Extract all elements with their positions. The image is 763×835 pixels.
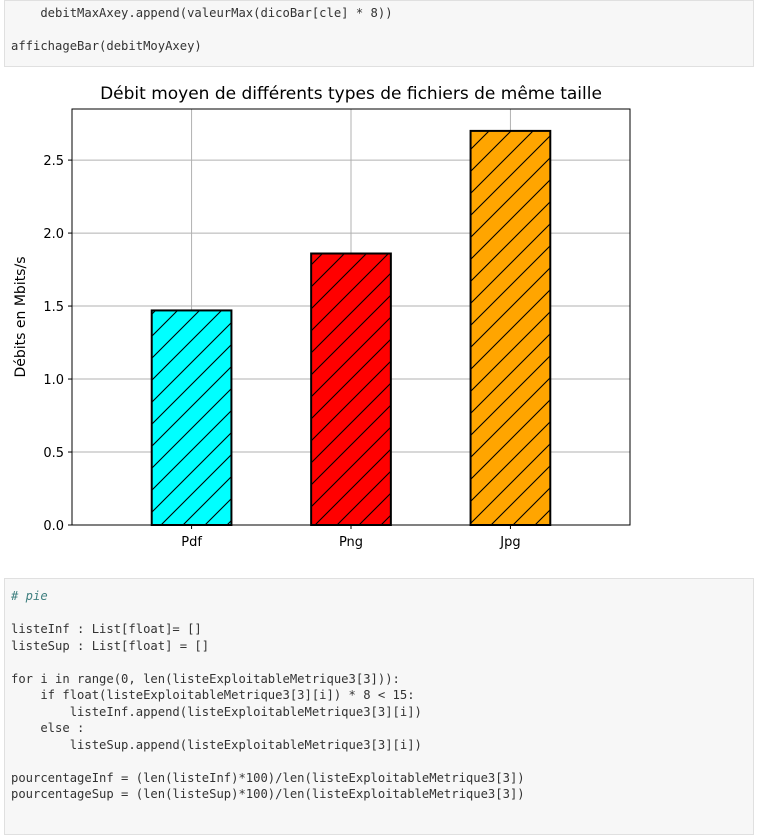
y-axis-ticks: 0.0 0.5 1.0 1.5 2.0 2.5 bbox=[43, 154, 72, 534]
x-tick-label: Jpg bbox=[499, 535, 520, 550]
code-block: # pie listeInf : List[float]= [] listeSup… bbox=[11, 588, 525, 803]
bar-hatch-png bbox=[310, 252, 392, 527]
y-tick-label: 0.5 bbox=[43, 446, 64, 461]
chart-title: Débit moyen de différents types de fichi… bbox=[100, 84, 602, 104]
bar-hatch-jpg bbox=[469, 129, 552, 526]
code-cell-top[interactable]: debitMaxAxey.append(valeurMax(dicoBar[cl… bbox=[4, 0, 754, 67]
y-tick-label: 2.5 bbox=[43, 154, 64, 169]
code-line: if float(listeExploitableMetrique3[3][i]… bbox=[11, 688, 415, 702]
x-tick-label: Png bbox=[339, 535, 363, 550]
code-cell-bottom[interactable]: # pie listeInf : List[float]= [] listeSup… bbox=[4, 578, 754, 835]
x-axis-ticks: Pdf Png Jpg bbox=[181, 525, 521, 550]
y-tick-label: 1.0 bbox=[43, 373, 64, 388]
code-line: debitMaxAxey.append(valeurMax(dicoBar[cl… bbox=[11, 6, 393, 20]
y-axis-label: Débits en Mbits/s bbox=[13, 257, 29, 378]
code-line: else : bbox=[11, 721, 85, 735]
y-tick-label: 2.0 bbox=[43, 227, 64, 242]
bar-chart: Débit moyen de différents types de fichi… bbox=[13, 84, 631, 550]
code-line: pourcentageSup = (len(listeSup)*100)/len… bbox=[11, 787, 525, 801]
bar-hatch-pdf bbox=[150, 309, 233, 526]
code-line: for i in range(0, len(listeExploitableMe… bbox=[11, 671, 400, 686]
y-tick-label: 1.5 bbox=[43, 300, 64, 315]
bars bbox=[150, 129, 552, 527]
code-line-blank bbox=[11, 605, 525, 622]
code-line: listeSup.append(listeExploitableMetrique… bbox=[11, 737, 422, 752]
code-line-blank bbox=[11, 22, 393, 39]
code-line: listeInf : List[float]= [] bbox=[11, 622, 202, 636]
code-line: listeInf.append(listeExploitableMetrique… bbox=[11, 704, 422, 719]
code-comment: # pie bbox=[11, 589, 48, 603]
code-line: affichageBar(debitMoyAxey) bbox=[11, 39, 202, 53]
code-line-blank bbox=[11, 654, 525, 671]
code-block: debitMaxAxey.append(valeurMax(dicoBar[cl… bbox=[11, 5, 393, 55]
x-tick-label: Pdf bbox=[181, 535, 202, 550]
code-line: listeSup : List[float] = [] bbox=[11, 638, 210, 653]
code-line-blank bbox=[11, 753, 525, 770]
y-tick-label: 0.0 bbox=[43, 519, 64, 534]
code-line: pourcentageInf = (len(listeInf)*100)/len… bbox=[11, 770, 525, 785]
